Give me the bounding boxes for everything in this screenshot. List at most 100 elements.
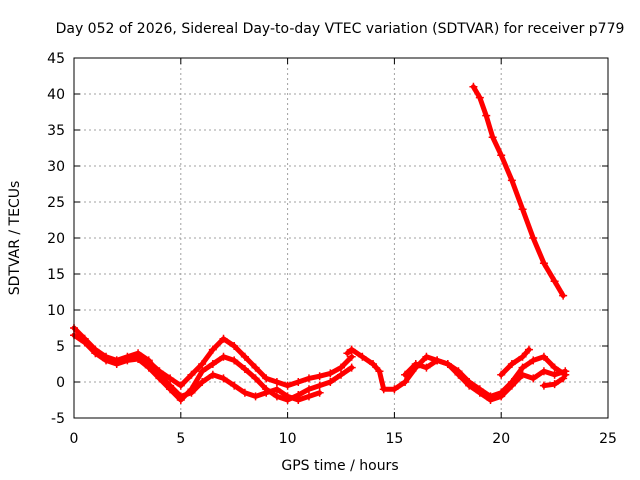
data-point: [230, 381, 239, 390]
data-point: [304, 392, 313, 401]
x-tick-label: 25: [599, 431, 617, 447]
data-point: [272, 385, 281, 394]
y-tick-label: 0: [56, 375, 65, 391]
data-point: [561, 367, 570, 376]
data-point: [401, 370, 410, 379]
data-point: [482, 111, 491, 120]
y-tick-label: 30: [47, 159, 65, 175]
y-tick-label: 10: [47, 303, 65, 319]
chart-title: Day 052 of 2026, Sidereal Day-to-day VTE…: [56, 21, 625, 37]
series-line-track-5: [402, 357, 568, 403]
data-point: [539, 367, 548, 376]
data-point: [91, 349, 100, 358]
data-point: [497, 151, 506, 160]
data-point: [518, 205, 527, 214]
data-point: [497, 370, 506, 379]
data-point: [337, 363, 345, 372]
data-point: [529, 234, 538, 242]
data-point: [550, 380, 559, 389]
data-point: [475, 388, 484, 397]
data-point: [411, 360, 420, 368]
series-line-track-7: [498, 347, 532, 378]
data-point: [187, 388, 196, 397]
data-point: [262, 388, 271, 397]
data-point: [518, 370, 527, 379]
data-point: [208, 360, 217, 368]
data-point: [134, 349, 143, 358]
x-tick-label: 0: [70, 431, 79, 447]
data-point: [343, 349, 352, 358]
data-point: [390, 385, 399, 394]
data-point: [198, 360, 207, 368]
y-tick-label: 40: [47, 87, 65, 103]
data-point: [422, 363, 431, 372]
data-point: [539, 352, 548, 361]
data-point: [208, 345, 217, 354]
data-point: [469, 82, 478, 91]
data-point: [176, 381, 185, 390]
data-point: [326, 378, 335, 386]
data-point: [475, 93, 484, 102]
x-axis-label: GPS time / hours: [281, 458, 398, 474]
data-point: [187, 370, 196, 379]
data-point: [433, 356, 442, 365]
y-tick-label: 20: [47, 231, 65, 247]
data-point: [283, 381, 292, 390]
y-tick-label: 15: [47, 267, 65, 283]
data-point: [272, 378, 281, 386]
data-point: [375, 367, 384, 376]
data-point: [240, 365, 249, 374]
x-tick-label: 15: [385, 431, 403, 447]
y-tick-label: 5: [56, 339, 65, 355]
data-point: [401, 378, 410, 386]
data-point: [379, 385, 388, 394]
data-point: [144, 356, 153, 365]
data-series: [70, 82, 570, 404]
data-point: [347, 345, 356, 354]
data-point: [550, 370, 559, 379]
axis-ticks: -5 0 5 10 15 20 25 30 35 40 45 0 5 10 15 20 25: [47, 51, 617, 447]
data-point: [518, 363, 527, 372]
data-point: [123, 352, 132, 361]
data-point: [524, 345, 533, 354]
x-tick-label: 10: [279, 431, 297, 447]
data-point: [315, 381, 324, 390]
data-point: [550, 277, 559, 286]
data-point: [559, 374, 568, 383]
data-point: [294, 396, 303, 404]
data-point: [240, 352, 249, 361]
data-point: [358, 352, 367, 361]
data-point: [507, 360, 516, 368]
data-point: [539, 381, 548, 390]
data-point: [198, 378, 207, 386]
y-tick-label: 35: [47, 123, 65, 139]
data-point: [315, 372, 324, 381]
data-point: [176, 392, 185, 401]
data-point: [539, 259, 548, 268]
data-point: [315, 388, 324, 397]
data-point: [240, 388, 249, 397]
data-point: [507, 381, 516, 390]
data-point: [529, 374, 538, 383]
data-point: [518, 352, 527, 361]
data-point: [486, 396, 495, 404]
data-point: [326, 369, 335, 378]
data-point: [550, 363, 559, 372]
data-point: [272, 392, 281, 401]
data-point: [294, 378, 303, 386]
data-point: [283, 392, 292, 401]
data-point: [497, 392, 506, 401]
x-tick-label: 5: [176, 431, 185, 447]
y-tick-label: 25: [47, 195, 65, 211]
data-point: [251, 363, 260, 372]
data-point: [251, 374, 260, 383]
data-point: [230, 342, 239, 350]
data-point: [529, 356, 538, 365]
series-line-track-3: [114, 350, 323, 403]
data-point: [219, 334, 228, 343]
data-point: [347, 363, 356, 372]
data-point: [337, 370, 345, 379]
data-point: [230, 356, 239, 365]
y-tick-label: 45: [47, 51, 65, 67]
